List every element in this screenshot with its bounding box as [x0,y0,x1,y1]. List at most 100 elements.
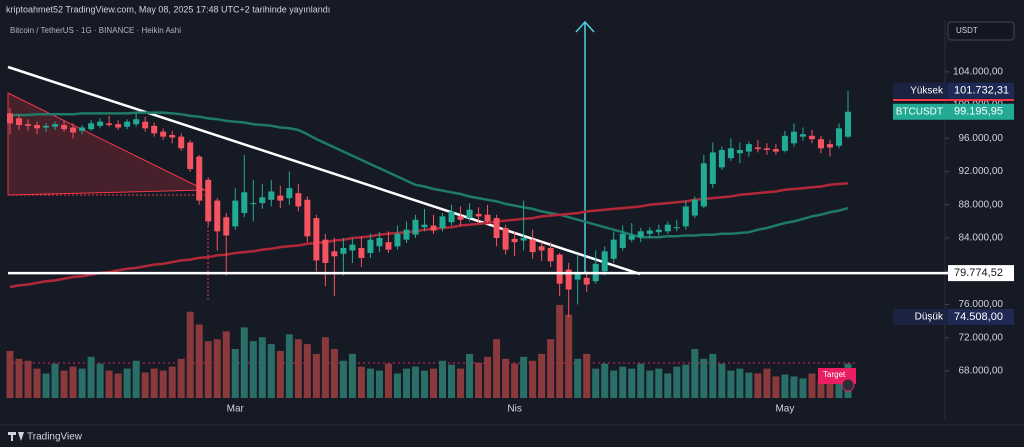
candle-body [115,124,122,128]
target-label: Target [823,370,846,379]
candle-body [682,206,689,227]
volume-bar [132,360,140,398]
y-tick-label: 84.000,00 [959,233,1004,244]
volume-bar [457,368,465,398]
volume-bar [105,370,113,398]
candle-body [295,193,302,207]
candle-body [196,156,203,201]
candle-body [385,242,392,250]
candle-body [376,238,383,247]
y-tick-label: 92.000,00 [959,166,1004,177]
candle-body [232,200,239,227]
volume-bar [520,356,528,398]
candle-body [556,254,563,284]
last-price: 99.195,95 [954,106,1003,118]
volume-bar [123,368,131,398]
target-icon[interactable] [841,378,855,392]
volume-bar [511,363,519,398]
brand: TradingView [27,432,83,443]
candle-body [502,228,509,250]
volume-bar [222,331,230,398]
candle-body [394,233,401,247]
volume-bar [430,368,438,398]
level-label: 79.774,52 [954,267,1003,279]
candle-body [259,197,266,204]
volume-bar [799,378,807,398]
moving-average [9,181,849,289]
candle-body [808,135,815,140]
last-text: BTCUSDT [896,106,943,117]
volume-bar [393,373,401,398]
candle-body [529,239,536,253]
x-tick-label: May [775,404,794,415]
symbol-info: Bitcoin / TetherUS · 1G · BINANCE · Heik… [10,26,181,35]
candle-body [448,211,455,223]
candle-body [205,179,212,222]
volume-bar [826,376,834,398]
y-tick-label: 68.000,00 [959,366,1004,377]
volume-bar [150,368,158,398]
volume-bar [466,353,474,398]
volume-bar [240,327,248,398]
candle-body [430,225,437,231]
volume-bar [601,363,609,398]
volume-bar [78,368,86,398]
volume-bar [754,373,762,398]
candle-body [538,246,545,251]
volume-bar [646,370,654,398]
volume-bar [691,349,699,398]
volume-bar [448,364,456,398]
volume-bar [592,368,600,398]
volume-bar [556,304,564,398]
volume-bar [141,372,149,398]
volume-bar [6,350,14,398]
volume-bar [276,350,284,398]
volume-bar [772,376,780,398]
candle-body [79,127,86,131]
volume-bar [637,363,645,398]
candle-body [412,219,419,235]
volume-bar [538,353,546,398]
volume-bar [87,356,95,398]
candle-body [457,216,464,220]
high-box [948,82,1014,99]
currency: USDT [956,26,978,35]
volume-bar [195,324,203,398]
candle-body [745,144,752,152]
volume-bar [60,370,68,398]
volume-bar [51,363,59,398]
currency-box[interactable] [947,21,1015,41]
volume-bar [186,311,194,398]
candle-body [610,239,617,259]
volume-bar [348,353,356,398]
candle-body [835,128,842,146]
candle-body [304,199,311,237]
volume-bar [96,363,104,398]
volume-bar [745,372,753,398]
high-price: 101.732,31 [954,85,1009,97]
last-tag [893,103,948,120]
candle-body [520,238,527,241]
candle-body [16,118,23,126]
candle-body [691,199,698,216]
candle-body [223,217,230,236]
y-tick-label: 88.000,00 [959,199,1004,210]
candle-body [358,247,365,258]
candle-body [286,188,293,199]
volume-bar [619,366,627,398]
volume-bar [33,368,41,398]
volume-bar [547,339,555,398]
low-text: Düşük [915,311,944,322]
volume-bar [574,358,582,398]
last-box [948,103,1014,120]
candle-body [511,238,518,243]
candle-body [268,191,275,200]
candle-body [313,218,320,261]
candle-body [250,203,257,205]
volume-bar [294,339,302,398]
volume-bar [303,344,311,398]
high-tag [893,82,948,99]
volume-bar [420,370,428,398]
volume-bar [763,368,771,398]
